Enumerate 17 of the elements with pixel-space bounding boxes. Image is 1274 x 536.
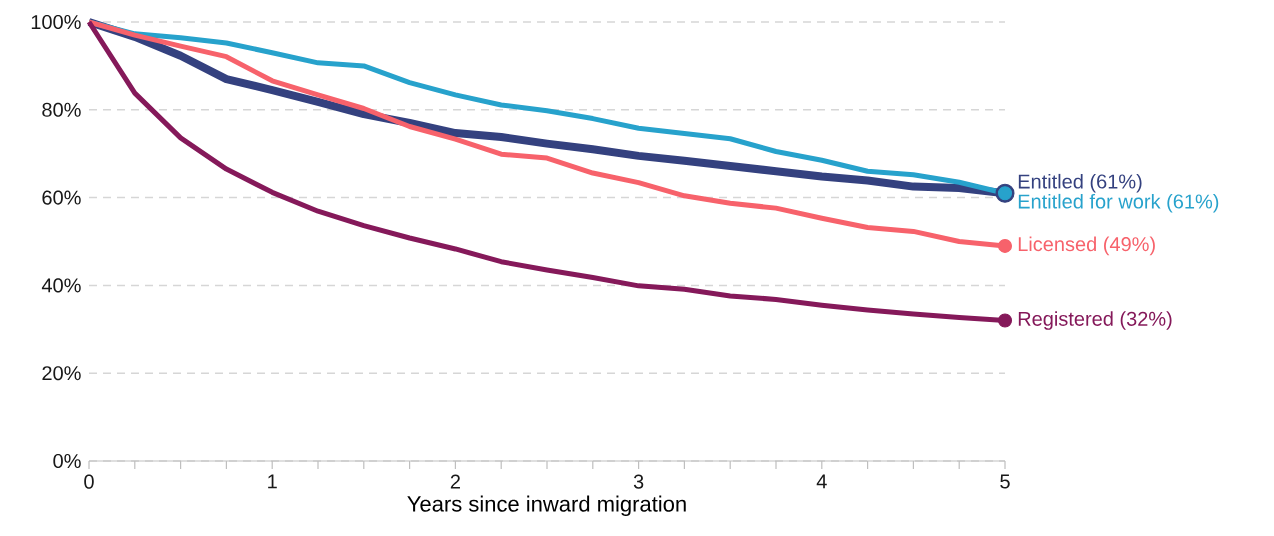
x-axis-title: Years since inward migration [407,495,686,517]
series-label: Licensed (49%) [1018,236,1155,256]
x-tick-label: 4 [816,474,827,489]
y-tick-label: 80% [42,102,81,117]
y-tick-label: 0% [53,453,81,469]
x-tick-label: 3 [633,474,644,489]
series-label: Entitled for work (61%) [1018,193,1219,213]
x-tick-label: 2 [450,474,460,489]
x-tick-label: 5 [1000,474,1010,489]
x-tick-label: 0 [84,474,94,489]
y-tick-label: 20% [42,366,81,381]
series-label: Registered (32%) [1018,311,1172,330]
y-tick-label: 60% [42,190,81,205]
series-label: Entitled (61%) [1018,173,1142,193]
y-tick-label: 100% [31,14,81,30]
x-tick-label: 1 [268,474,277,489]
y-tick-label: 40% [41,278,81,293]
